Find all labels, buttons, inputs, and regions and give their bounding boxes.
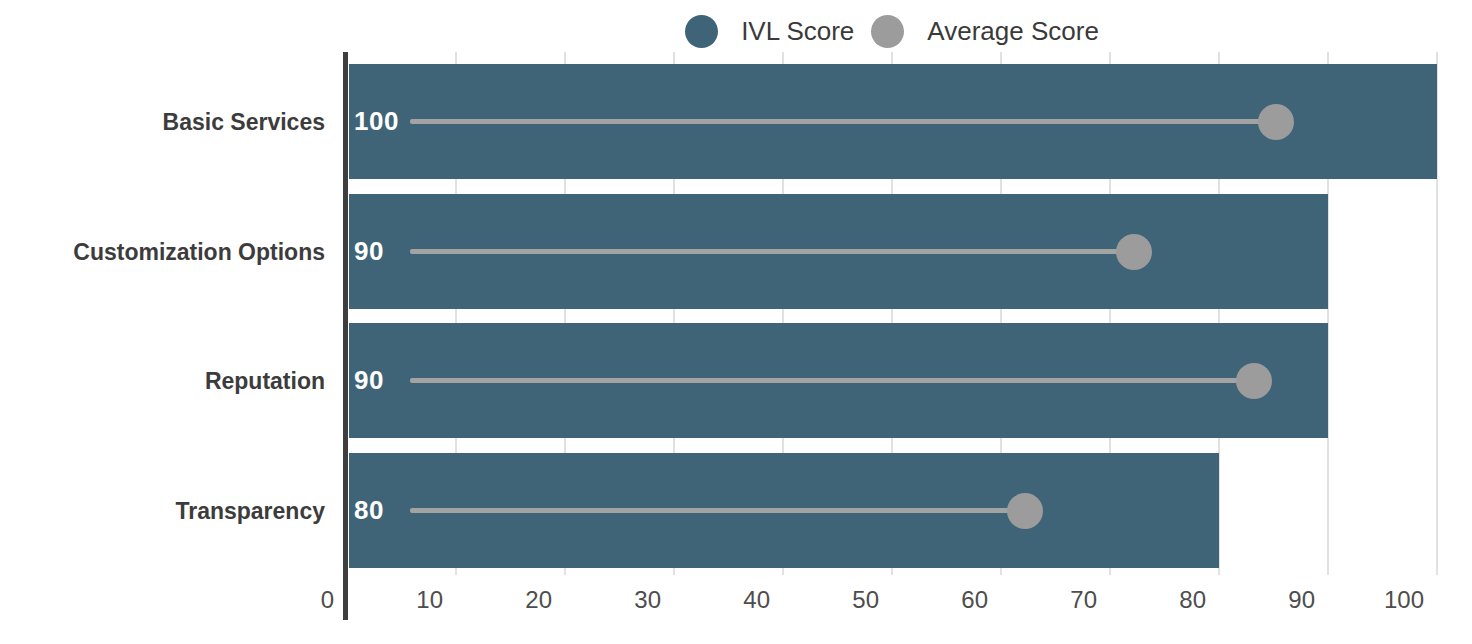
average-score-line-transparency bbox=[410, 508, 1025, 513]
category-label-basic-services: Basic Services bbox=[0, 107, 325, 137]
category-label-transparency: Transparency bbox=[0, 496, 325, 526]
legend-marker-ivl-score-icon bbox=[685, 15, 718, 48]
average-score-line-basic-services bbox=[410, 119, 1276, 124]
x-tick-label-70: 70 bbox=[1017, 587, 1097, 613]
average-score-marker-customization-options bbox=[1116, 234, 1152, 270]
legend-item-ivl-score[interactable]: IVL Score bbox=[685, 15, 854, 48]
x-tick-label-50: 50 bbox=[799, 587, 879, 613]
bar-value-label-transparency: 80 bbox=[354, 453, 384, 568]
x-tick-label-40: 40 bbox=[690, 587, 770, 613]
category-label-customization-options: Customization Options bbox=[0, 237, 325, 267]
x-tick-label-30: 30 bbox=[581, 587, 661, 613]
chart-legend: IVL Score Average Score bbox=[347, 10, 1437, 52]
average-score-marker-reputation bbox=[1236, 363, 1272, 399]
average-score-line-reputation bbox=[410, 378, 1254, 383]
average-score-marker-transparency bbox=[1007, 493, 1043, 529]
x-tick-label-20: 20 bbox=[472, 587, 552, 613]
x-tick-label-90: 90 bbox=[1235, 587, 1315, 613]
average-score-marker-basic-services bbox=[1258, 104, 1294, 140]
bar-value-label-basic-services: 100 bbox=[354, 64, 399, 179]
x-tick-label-60: 60 bbox=[908, 587, 988, 613]
legend-item-average-score[interactable]: Average Score bbox=[871, 15, 1099, 48]
x-tick-label-10: 10 bbox=[363, 587, 443, 613]
chart-root: IVL Score Average Score 100909080Basic S… bbox=[0, 0, 1472, 644]
x-tick-label-0: 0 bbox=[254, 587, 334, 613]
x-axis-zero-line bbox=[343, 52, 348, 620]
x-tick-label-80: 80 bbox=[1126, 587, 1206, 613]
category-label-reputation: Reputation bbox=[0, 366, 325, 396]
legend-marker-average-score-icon bbox=[871, 15, 904, 48]
legend-label-average-score: Average Score bbox=[927, 15, 1099, 48]
bar-value-label-reputation: 90 bbox=[354, 323, 384, 438]
average-score-line-customization-options bbox=[410, 249, 1134, 254]
legend-label-ivl-score: IVL Score bbox=[741, 15, 854, 48]
x-tick-label-100: 100 bbox=[1344, 587, 1424, 613]
bar-value-label-customization-options: 90 bbox=[354, 194, 384, 309]
